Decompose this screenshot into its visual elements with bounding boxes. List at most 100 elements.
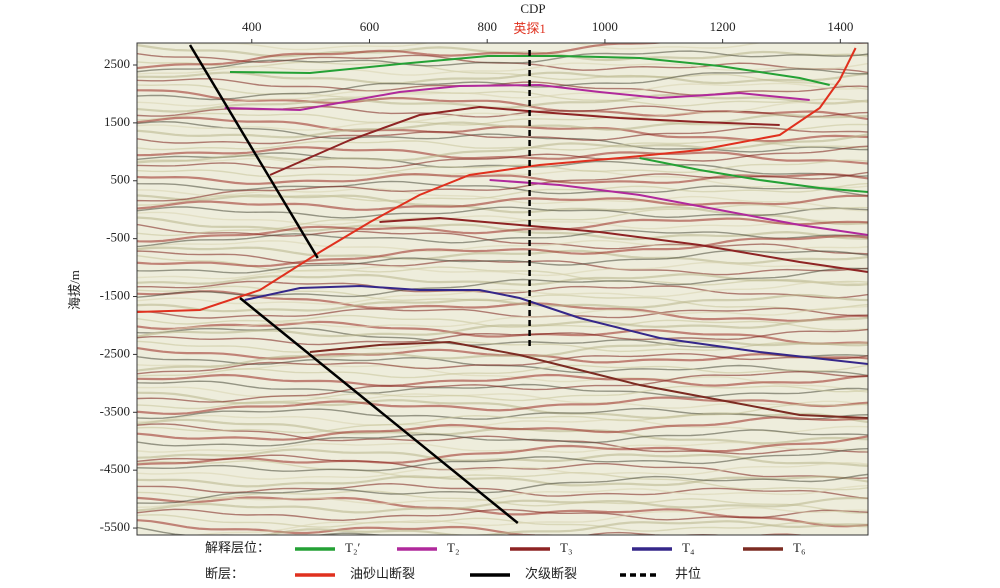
- x-tick-label: 800: [477, 19, 497, 34]
- y-tick-label: 2500: [104, 56, 130, 71]
- texture-stripe: [137, 113, 868, 139]
- y-tick-label: -1500: [100, 288, 130, 303]
- texture-stripe: [137, 267, 868, 298]
- texture-stripe: [137, 385, 868, 410]
- texture-stripe: [137, 229, 868, 248]
- y-tick-label: 1500: [104, 114, 130, 129]
- texture-stripe: [137, 82, 868, 107]
- texture-stripe: [137, 429, 868, 447]
- texture-stripe: [137, 157, 868, 189]
- y-tick-label: -3500: [100, 403, 130, 418]
- legend-label: 次级断裂: [525, 566, 577, 581]
- texture-stripe: [137, 126, 868, 145]
- texture-stripe: [137, 485, 868, 508]
- texture-stripe: [137, 497, 868, 514]
- x-tick-label: 1000: [592, 19, 618, 34]
- texture-stripe: [137, 305, 868, 337]
- texture-stripe: [256, 520, 868, 535]
- texture-stripe: [137, 514, 868, 532]
- texture-stripe: [137, 246, 868, 265]
- texture-stripe: [137, 100, 868, 131]
- series-line: [229, 55, 868, 193]
- texture-stripe: [137, 396, 868, 416]
- texture-stripe: [193, 506, 868, 535]
- x-tick-label: 600: [360, 19, 380, 34]
- texture-stripe: [137, 172, 868, 185]
- series-line: [188, 44, 519, 524]
- texture-stripe: [137, 454, 868, 480]
- texture-stripe: [137, 403, 868, 434]
- texture-stripe: [137, 482, 868, 500]
- legend-label: T₃: [560, 540, 572, 555]
- texture-stripe: [137, 180, 868, 197]
- texture-stripe: [137, 461, 868, 480]
- texture-stripe: [137, 435, 868, 466]
- texture-stripe: [137, 250, 868, 276]
- seismic-texture: [127, 4, 871, 535]
- legend-label: T₂′: [345, 540, 360, 555]
- x-tick-label: 1200: [710, 19, 736, 34]
- y-tick-label: -500: [106, 230, 130, 245]
- texture-stripe: [137, 339, 868, 372]
- texture-stripe: [137, 71, 868, 85]
- texture-stripe: [137, 234, 868, 268]
- legend-group-title: 断层：: [205, 566, 244, 581]
- texture-stripe: [137, 43, 868, 70]
- texture-stripe: [137, 307, 868, 319]
- texture-stripe: [137, 352, 868, 375]
- series-line: [137, 47, 857, 313]
- legend-label: T₄: [682, 540, 695, 555]
- texture-stripe: [137, 314, 868, 331]
- texture-stripe: [137, 441, 868, 454]
- x-axis-title: CDP: [520, 1, 545, 16]
- texture-stripe: [137, 249, 868, 274]
- series-line: [224, 83, 868, 236]
- y-axis-title: 海拔/m: [67, 270, 82, 310]
- series-line: [244, 284, 868, 365]
- texture-stripe: [137, 373, 868, 388]
- texture-stripe: [137, 280, 868, 305]
- plot-frame: [136, 42, 869, 536]
- y-tick-label: -4500: [100, 461, 130, 476]
- texture-stripe: [137, 194, 868, 211]
- x-tick-label: 400: [242, 19, 262, 34]
- texture-stripe: [137, 293, 868, 313]
- texture-stripe: [137, 78, 868, 96]
- y-tick-label: 500: [111, 172, 131, 187]
- x-tick-label: 1400: [827, 19, 853, 34]
- texture-stripe: [137, 187, 868, 212]
- texture-stripe: [137, 447, 868, 472]
- y-tick-label: -2500: [100, 345, 130, 360]
- texture-stripe: [127, 4, 871, 34]
- well-label: 英探1: [513, 21, 546, 36]
- texture-stripe: [137, 508, 868, 522]
- texture-stripe: [137, 159, 868, 178]
- texture-stripe: [137, 414, 868, 433]
- texture-stripe: [137, 50, 868, 73]
- texture-stripe: [178, 43, 764, 51]
- texture-stripe: [137, 475, 868, 488]
- legend-label: 井位: [675, 566, 701, 581]
- texture-stripe: [137, 83, 868, 107]
- series-line: [309, 340, 868, 419]
- horizons: [137, 44, 868, 524]
- texture-stripe: [137, 211, 868, 230]
- texture-stripe: [137, 407, 868, 421]
- texture-stripe: [137, 448, 868, 467]
- legend-label: T₆: [793, 540, 805, 555]
- texture-stripe: [137, 328, 868, 346]
- texture-stripe: [137, 217, 868, 243]
- legend-group-title: 解释层位：: [205, 540, 270, 555]
- texture-stripe: [137, 423, 868, 455]
- texture-stripe: [137, 182, 868, 206]
- texture-stripe: [137, 460, 868, 491]
- texture-stripe: [137, 519, 806, 535]
- texture-stripe: [137, 364, 868, 379]
- texture-stripe: [137, 416, 868, 441]
- legend-label: 油砂山断裂: [350, 566, 415, 581]
- texture-stripe: [137, 145, 868, 170]
- texture-stripe: [137, 133, 868, 164]
- y-tick-label: -5500: [100, 519, 130, 534]
- texture-stripe: [137, 112, 868, 131]
